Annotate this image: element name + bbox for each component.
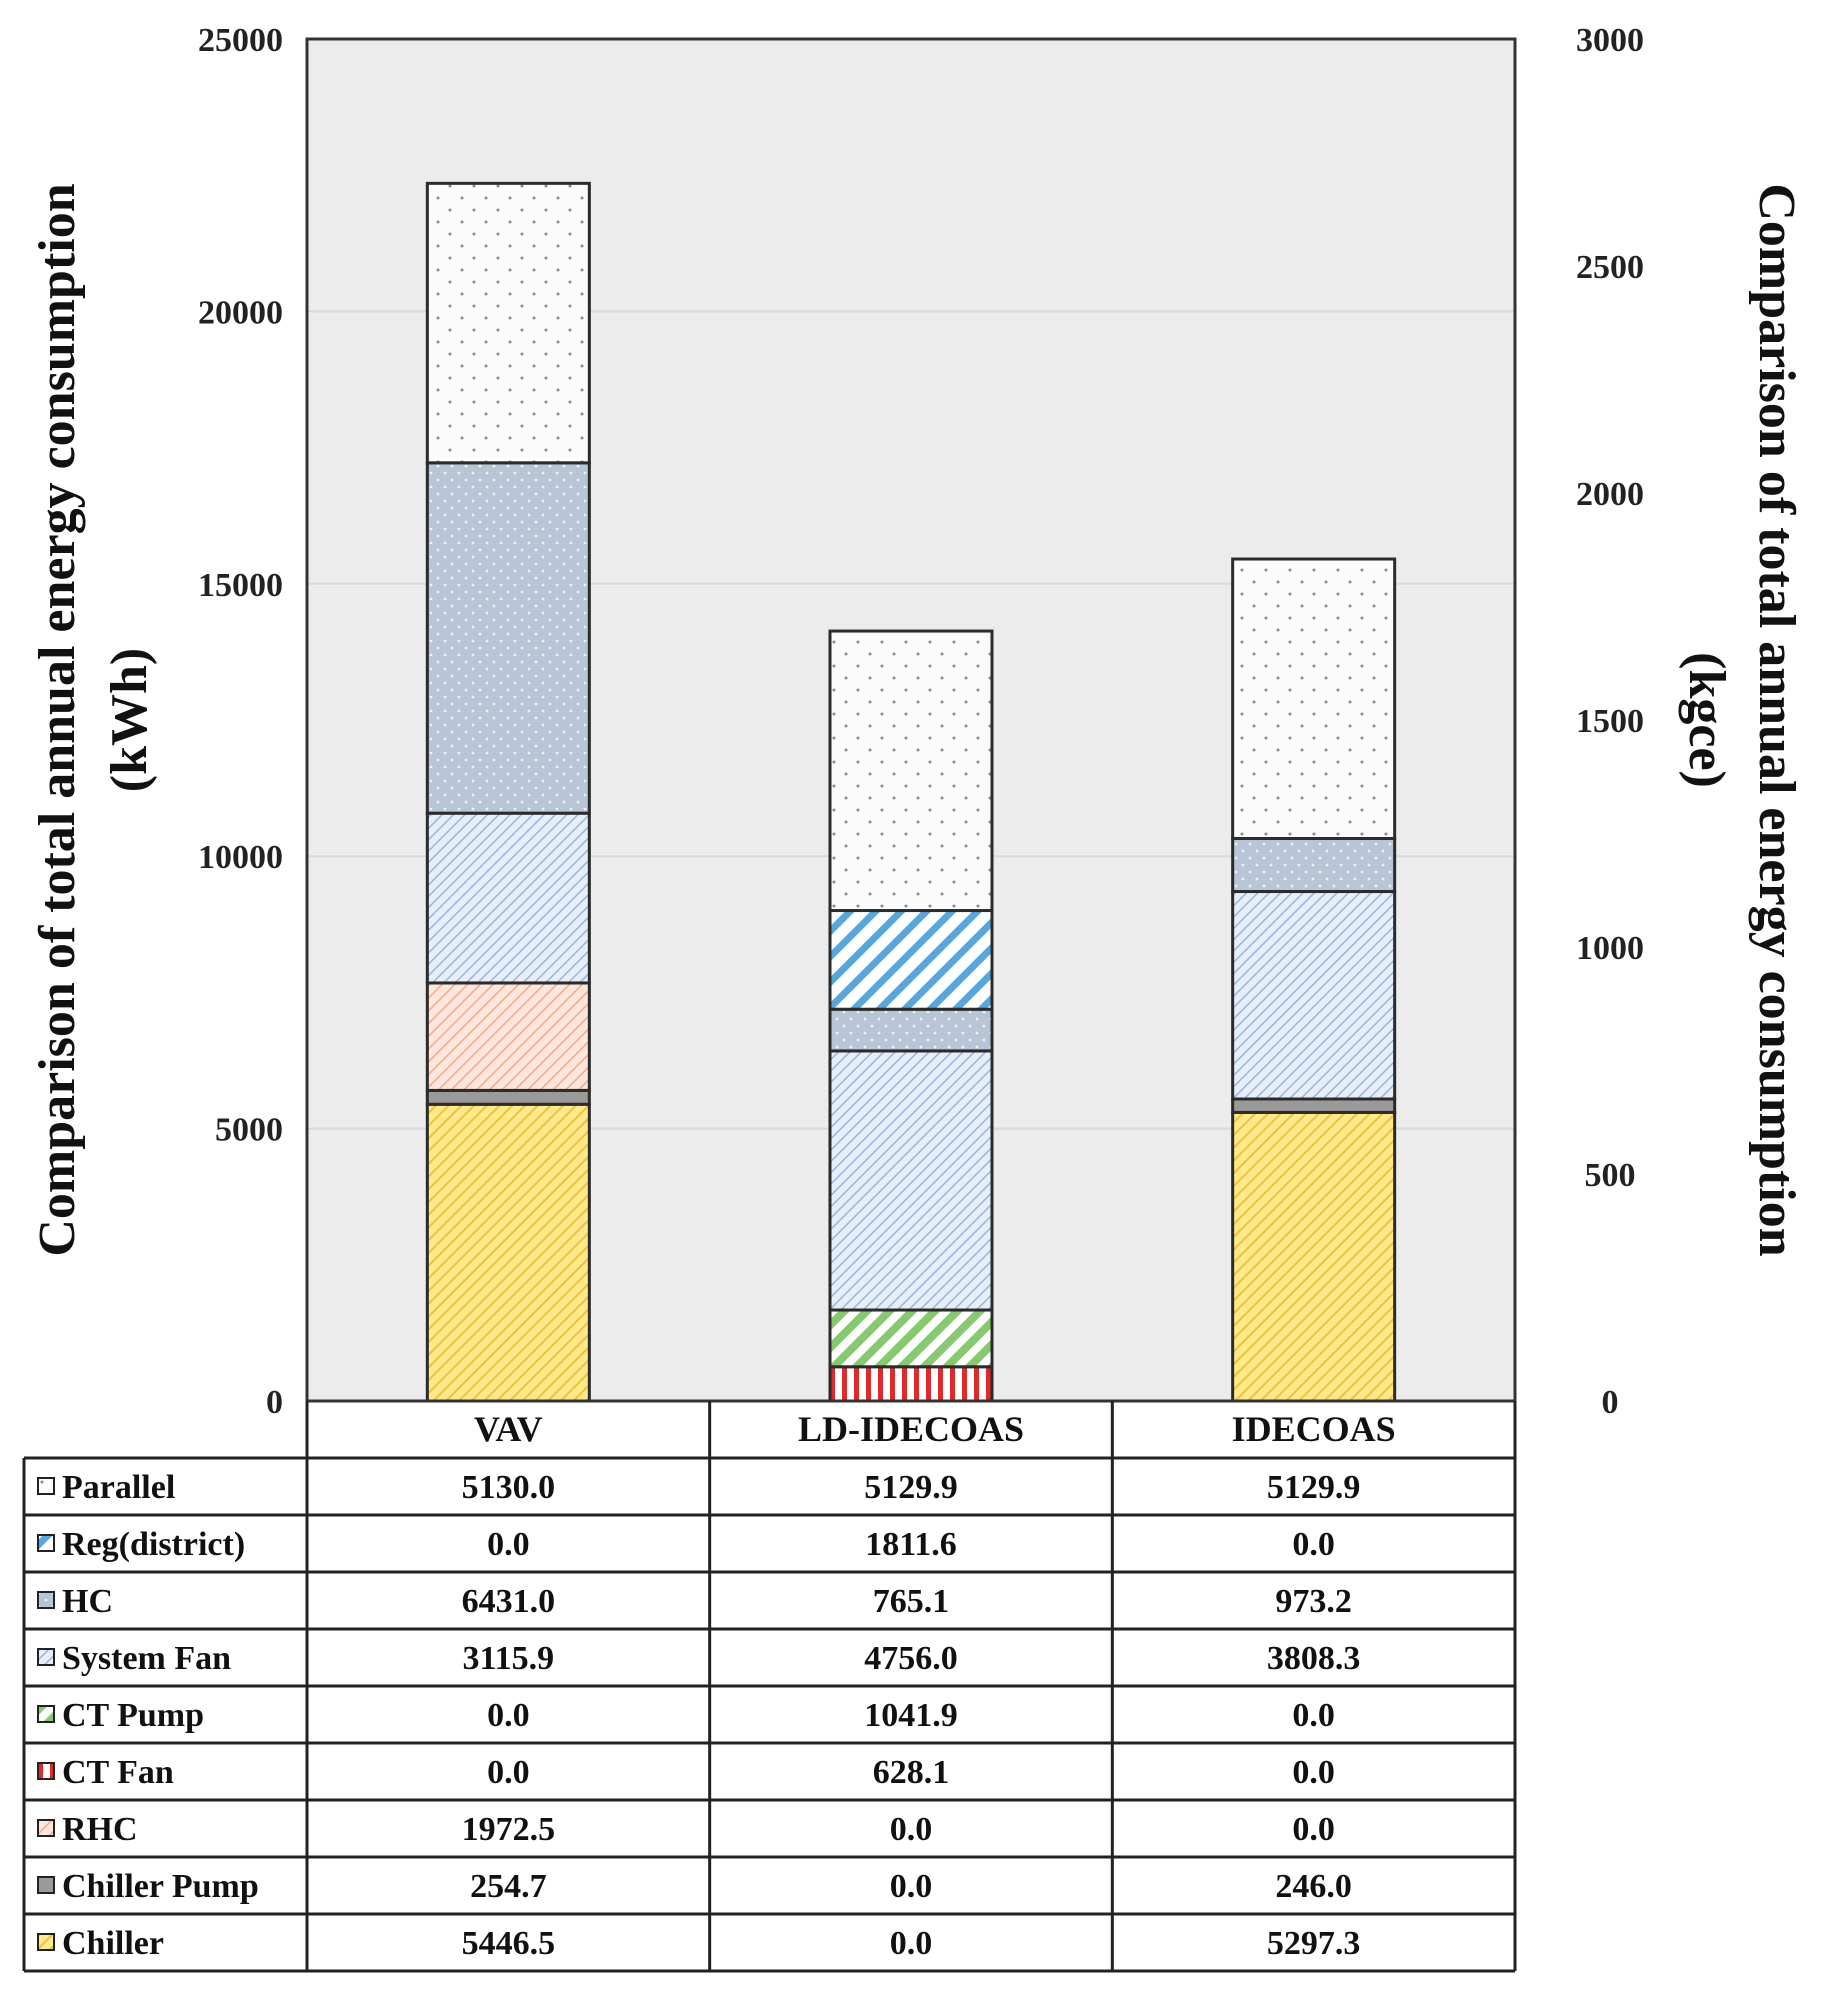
value-ct-fan-idecoas: 0.0 [1292,1754,1335,1791]
right-axis-title: Comparison of total annual energy consum… [1678,183,1805,1256]
bar-ld-idecoas-ct-fan [828,1365,994,1403]
value-system-fan-ld-idecoas: 4756.0 [864,1640,958,1677]
bar-ld-idecoas-parallel [828,629,994,913]
bar-ld-idecoas-reg-district [828,909,994,1011]
right-tick-label: 2500 [1576,249,1644,286]
left-axis-ticks: 0 5000 10000 15000 20000 25000 [198,22,283,1421]
value-chiller-pump-ld-idecoas: 0.0 [890,1868,933,1905]
value-reg-district-idecoas: 0.0 [1292,1526,1335,1563]
legend-label-parallel: Parallel [62,1469,175,1506]
right-tick-label: 1500 [1576,703,1644,740]
right-tick-label: 500 [1585,1157,1636,1194]
value-chiller-vav: 5446.5 [462,1925,556,1962]
data-table: VAV LD-IDECOAS IDECOAS Parallel 5130.0 5129.9… [22,1401,1517,1973]
category-label-ld-idecoas: LD-IDECOAS [798,1409,1024,1449]
left-axis-title-line1: Comparison of total annual energy consum… [29,183,86,1256]
bar-vav-parallel [425,181,591,465]
value-chiller-idecoas: 5297.3 [1267,1925,1361,1962]
right-axis-title-line2: (kgce) [1678,652,1735,788]
value-ct-fan-vav: 0.0 [487,1754,530,1791]
right-tick-label: 0 [1602,1384,1619,1421]
value-parallel-ld-idecoas: 5129.9 [864,1469,958,1506]
bars [425,181,1397,1403]
left-tick-label: 15000 [198,567,283,604]
value-rhc-idecoas: 0.0 [1292,1811,1335,1848]
value-hc-ld-idecoas: 765.1 [873,1583,950,1620]
legend-swatch-ct-fan [37,1762,55,1780]
legend-swatch-ct-pump [37,1705,55,1723]
value-ct-fan-ld-idecoas: 628.1 [873,1754,950,1791]
bar-vav-chiller [425,1102,591,1403]
value-chiller-ld-idecoas: 0.0 [890,1925,933,1962]
bar-vav-rhc [425,981,591,1092]
legend-label-rhc: RHC [62,1811,138,1848]
value-ct-pump-idecoas: 0.0 [1292,1697,1335,1734]
value-parallel-vav: 5130.0 [462,1469,556,1506]
legend-swatch-rhc [37,1819,55,1837]
value-chiller-pump-vav: 254.7 [470,1868,547,1905]
value-system-fan-vav: 3115.9 [463,1640,555,1677]
legend-label-ct-pump: CT Pump [62,1697,204,1734]
category-label-idecoas: IDECOAS [1232,1409,1396,1449]
value-hc-idecoas: 973.2 [1275,1583,1352,1620]
category-label-vav: VAV [474,1409,543,1449]
value-reg-district-vav: 0.0 [487,1526,530,1563]
legend-label-reg-district: Reg(district) [62,1526,245,1563]
value-rhc-vav: 1972.5 [462,1811,556,1848]
legend-label-chiller-pump: Chiller Pump [62,1868,259,1905]
bar-vav-hc [425,461,591,815]
bar-vav-system-fan [425,811,591,985]
legend-swatch-chiller-pump [37,1876,55,1894]
left-tick-label: 25000 [198,22,283,59]
value-ct-pump-vav: 0.0 [487,1697,530,1734]
value-ct-pump-ld-idecoas: 1041.9 [864,1697,958,1734]
legend-swatch-system-fan [37,1648,55,1666]
right-axis-title-line1: Comparison of total annual energy consum… [1748,183,1805,1256]
legend-swatch-reg-district [37,1534,55,1552]
left-tick-label: 5000 [215,1112,283,1149]
legend-label-ct-fan: CT Fan [62,1754,174,1791]
legend-label-system-fan: System Fan [62,1640,231,1677]
bar-idecoas-chiller [1231,1110,1397,1403]
bar-idecoas-hc [1231,837,1397,894]
left-tick-label: 10000 [198,839,283,876]
value-system-fan-idecoas: 3808.3 [1267,1640,1361,1677]
right-axis-ticks: 0 500 1000 1500 2000 2500 3000 [1576,22,1644,1421]
left-tick-label: 20000 [198,294,283,331]
legend-label-chiller: Chiller [62,1925,164,1962]
bar-idecoas-parallel [1231,557,1397,841]
bar-ld-idecoas-hc [828,1007,994,1053]
value-hc-vav: 6431.0 [462,1583,556,1620]
bar-ld-idecoas-ct-pump [828,1308,994,1369]
value-parallel-idecoas: 5129.9 [1267,1469,1361,1506]
bar-idecoas-chiller-pump [1231,1097,1397,1114]
legend-label-hc: HC [62,1583,113,1620]
left-axis-title: Comparison of total annual energy consum… [29,183,158,1256]
bar-ld-idecoas-system-fan [828,1049,994,1312]
legend-swatch-chiller [37,1933,55,1951]
plot-frame [305,37,1517,1403]
left-axis-title-line2: (kWh) [101,648,158,792]
value-chiller-pump-idecoas: 246.0 [1275,1868,1352,1905]
value-rhc-ld-idecoas: 0.0 [890,1811,933,1848]
right-tick-label: 2000 [1576,476,1644,513]
legend-swatch-parallel [37,1477,55,1495]
legend-swatch-hc [37,1591,55,1609]
value-reg-district-ld-idecoas: 1811.6 [865,1526,957,1563]
bar-idecoas-system-fan [1231,890,1397,1101]
right-tick-label: 1000 [1576,930,1644,967]
right-tick-label: 3000 [1576,22,1644,59]
bar-vav-chiller-pump [425,1088,591,1106]
left-tick-label: 0 [266,1384,283,1421]
